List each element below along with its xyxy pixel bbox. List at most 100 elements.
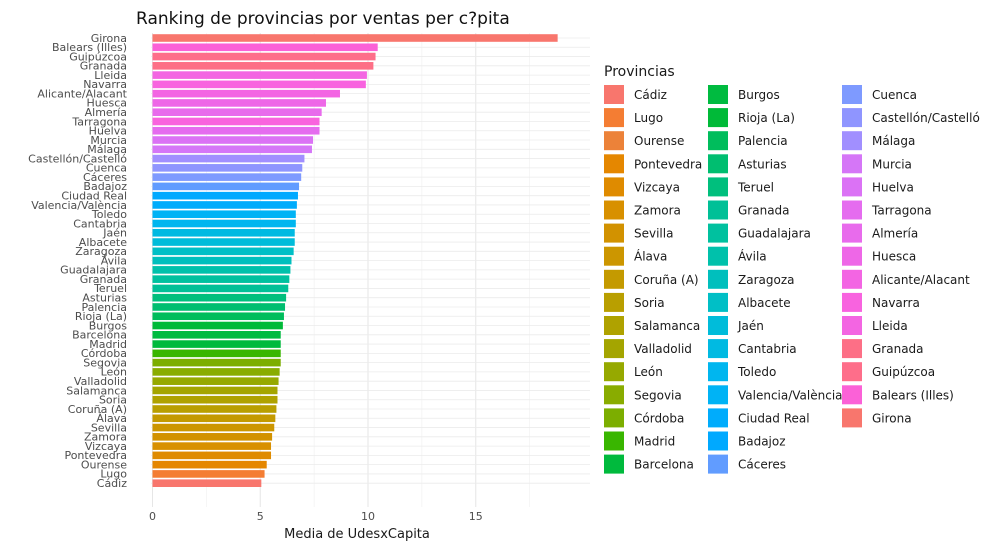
legend-key <box>842 246 862 266</box>
bar <box>152 136 314 144</box>
legend-label: Soria <box>634 296 665 310</box>
legend-label: León <box>634 365 663 379</box>
x-tick-label: 10 <box>361 510 375 523</box>
legend-label: Valladolid <box>634 342 692 356</box>
y-tick-label: Murcia <box>90 134 127 147</box>
legend-key <box>604 339 624 359</box>
legend-key <box>842 385 862 405</box>
legend-label: Huelva <box>872 180 914 194</box>
bar <box>152 256 292 265</box>
chart-title: Ranking de provincias por ventas per c?p… <box>136 9 510 29</box>
y-tick-label: Cáceres <box>83 171 127 184</box>
y-tick-label: Ávila <box>101 254 127 267</box>
legend-key <box>842 316 862 335</box>
y-tick-label: Vizcaya <box>85 440 127 453</box>
legend-label: Toledo <box>737 365 776 379</box>
legend-label: Tarragona <box>871 204 932 218</box>
bar <box>152 43 378 52</box>
y-tick-label: Granada <box>80 273 127 286</box>
bar <box>152 321 283 330</box>
legend-label: Castellón/Castelló <box>872 111 980 125</box>
y-tick-label: Burgos <box>89 319 128 332</box>
bar <box>152 219 296 228</box>
y-tick-label: Sevilla <box>91 421 127 434</box>
y-tick-label: Huelva <box>89 125 127 138</box>
y-tick-label: Guipúzcoa <box>69 50 127 63</box>
legend-key <box>842 223 862 243</box>
legend-label: Navarra <box>872 296 920 310</box>
y-tick-label: Zaragoza <box>75 245 127 258</box>
y-tick-label: Cádiz <box>97 477 127 490</box>
legend-key <box>708 177 728 197</box>
legend-key <box>842 154 862 174</box>
legend-key <box>708 108 728 128</box>
legend-key <box>842 177 862 197</box>
bar <box>152 442 272 450</box>
legend-label: Coruña (A) <box>634 273 699 287</box>
bar <box>152 34 558 42</box>
legend-key <box>842 292 862 312</box>
y-tick-label: León <box>101 366 127 379</box>
legend-label: Barcelona <box>634 458 694 472</box>
bar <box>152 331 281 339</box>
legend-key <box>708 454 728 474</box>
legend-label: Cáceres <box>738 458 786 472</box>
legend-key <box>708 246 728 266</box>
y-tick-label: Guadalajara <box>60 264 127 277</box>
bar <box>152 312 284 321</box>
bar <box>152 80 366 89</box>
legend-key <box>604 223 624 243</box>
legend-label: Ávila <box>738 249 767 264</box>
y-tick-label: Toledo <box>91 208 127 221</box>
legend-key <box>708 154 728 174</box>
y-tick-label: Rioja (La) <box>75 310 127 323</box>
bar <box>152 303 286 311</box>
bar <box>152 266 291 274</box>
legend-key <box>842 200 862 220</box>
y-tick-label: Salamanca <box>66 384 127 397</box>
legend-key <box>708 362 728 382</box>
legend-key <box>604 454 624 474</box>
legend-key <box>842 131 862 151</box>
bar <box>152 377 279 385</box>
bar <box>152 451 272 460</box>
y-tick-label: Palencia <box>81 301 127 314</box>
legend-key <box>842 362 862 382</box>
y-tick-label: Málaga <box>87 143 127 156</box>
bar <box>152 433 273 441</box>
legend-label: Asturias <box>738 157 787 171</box>
bar <box>152 210 296 219</box>
legend-label: Guipúzcoa <box>872 365 935 379</box>
bar <box>152 145 312 154</box>
bar <box>152 182 300 191</box>
legend-label: Salamanca <box>634 319 700 333</box>
legend-key <box>842 108 862 128</box>
legend-key <box>604 131 624 151</box>
y-tick-label: Madrid <box>89 338 127 351</box>
y-tick-label: Asturias <box>82 292 127 305</box>
legend: Provincias Cádiz Lugo Ourense Pontevedra Viz… <box>604 64 980 474</box>
bar <box>152 395 278 404</box>
legend-key <box>604 362 624 382</box>
legend-label: Cantabria <box>738 342 797 356</box>
legend-label: Burgos <box>738 88 780 102</box>
legend-key <box>604 269 624 289</box>
bar <box>152 414 276 423</box>
legend-label: Balears (Illes) <box>872 388 954 402</box>
legend-key <box>604 85 624 104</box>
legend-label: Cuenca <box>872 88 917 102</box>
legend-key <box>708 269 728 289</box>
y-tick-label: Albacete <box>79 236 127 249</box>
legend-label: Zamora <box>634 204 681 218</box>
legend-label: Sevilla <box>634 227 673 241</box>
legend-key <box>604 292 624 312</box>
legend-key <box>604 108 624 128</box>
bar <box>152 368 280 376</box>
legend-label: Córdoba <box>634 411 684 425</box>
bar <box>152 284 289 293</box>
bar <box>152 52 376 61</box>
bar <box>152 89 340 98</box>
legend-key <box>708 85 728 104</box>
legend-label: Jaén <box>737 319 764 333</box>
legend-key <box>604 408 624 428</box>
